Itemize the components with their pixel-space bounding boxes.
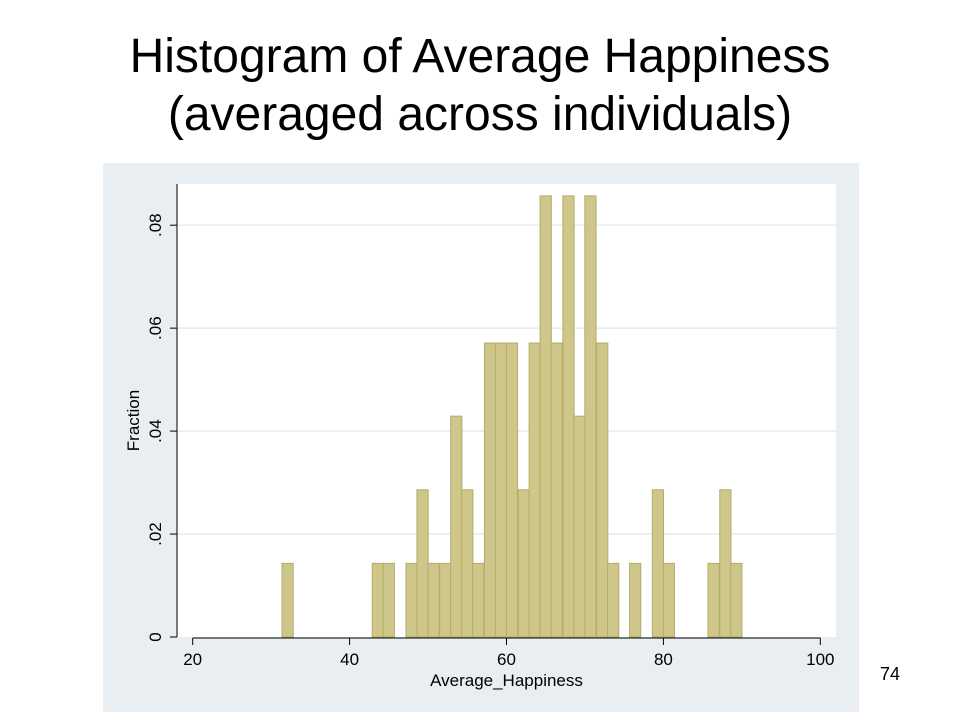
title-line-2: (averaged across individuals)	[167, 88, 793, 141]
histogram-bar	[472, 562, 485, 638]
histogram-bar	[662, 562, 676, 638]
x-tick-label: 60	[497, 650, 516, 669]
histogram-bar	[596, 342, 609, 638]
histogram-bar	[281, 562, 294, 638]
histogram-bar	[450, 415, 463, 638]
y-tick-label: .02	[146, 522, 165, 546]
histogram-bar	[505, 342, 519, 638]
histogram-bar	[707, 562, 720, 638]
x-tick-label: 20	[183, 650, 202, 669]
y-axis-title: Fraction	[124, 390, 143, 451]
x-tick-label: 40	[340, 650, 359, 669]
page-number: 74	[880, 664, 901, 684]
histogram-bar	[461, 489, 474, 638]
x-tick-label: 100	[806, 650, 834, 669]
axes: 20 40 60 80 100 0 .02 .04 .06 .08	[146, 184, 834, 669]
histogram-bar	[528, 342, 541, 638]
histogram-bar	[517, 489, 530, 638]
histogram-bar	[416, 489, 429, 638]
x-tick-label: 80	[654, 650, 673, 669]
histogram-bar	[550, 342, 563, 638]
histogram-bar	[483, 342, 497, 638]
y-tick-label: .04	[146, 419, 165, 443]
histogram-bar	[629, 562, 642, 638]
histogram-bar	[562, 195, 575, 638]
histogram-bar	[539, 195, 552, 638]
y-tick-label: .06	[146, 316, 165, 340]
histogram-bar	[405, 562, 418, 638]
histogram-bar	[494, 342, 508, 638]
histogram-bar	[584, 195, 597, 638]
x-axis-title: Average_Happiness	[430, 671, 583, 690]
histogram-bar	[719, 489, 732, 638]
histogram-bar	[439, 562, 452, 638]
histogram-bar	[371, 562, 384, 638]
histogram-bar	[382, 562, 395, 638]
y-tick-label: .08	[146, 213, 165, 237]
slide-title: Histogram of Average Happiness (averaged…	[0, 28, 960, 144]
histogram-bar	[573, 415, 586, 638]
histogram-bar	[651, 489, 665, 638]
y-tick-label: 0	[146, 632, 165, 641]
histogram-bar	[427, 562, 440, 638]
title-line-1: Histogram of Average Happiness	[129, 30, 831, 83]
histogram-bar	[607, 562, 620, 638]
histogram-bar	[730, 562, 743, 638]
histogram-bars	[281, 195, 743, 638]
